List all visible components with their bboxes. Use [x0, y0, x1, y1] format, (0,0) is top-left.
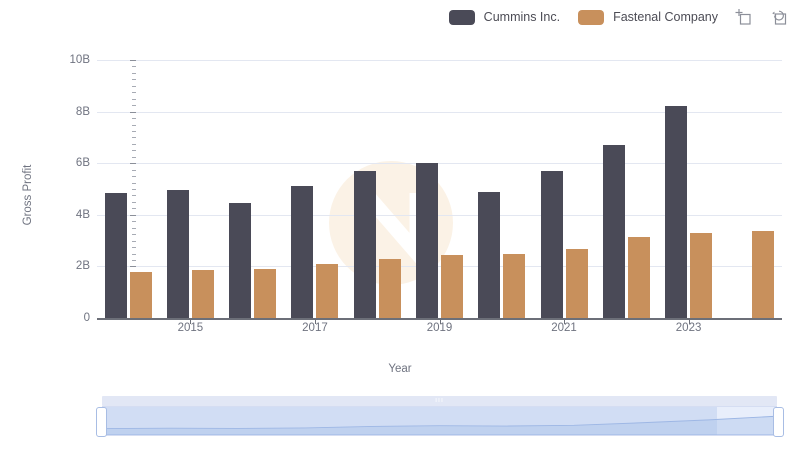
reset-zoom-icon[interactable]: [768, 6, 790, 28]
bar[interactable]: [752, 231, 775, 318]
x-tick-mark: [439, 319, 441, 324]
y-tick-minor: [132, 66, 136, 68]
x-tick-label: 2019: [426, 322, 453, 334]
y-tick-minor: [132, 195, 136, 197]
legend-item-cummins[interactable]: Cummins Inc.: [448, 9, 561, 25]
bar[interactable]: [441, 255, 463, 318]
y-tick-mark: [130, 214, 136, 216]
x-tick-mark: [314, 319, 316, 324]
x-tick-label: 2015: [177, 322, 204, 334]
x-axis-line: [97, 318, 782, 320]
y-tick-minor: [132, 79, 136, 81]
slider-handle-right[interactable]: [773, 407, 784, 437]
y-tick-minor: [132, 85, 136, 87]
legend-item-fastenal[interactable]: Fastenal Company: [578, 9, 718, 25]
y-tick-minor: [132, 169, 136, 171]
x-tick-label: 2023: [675, 322, 702, 334]
bar[interactable]: [129, 271, 152, 318]
bar[interactable]: [602, 145, 625, 318]
y-tick-minor: [132, 156, 136, 158]
bar[interactable]: [316, 263, 339, 318]
slider-grip-dots: ııı: [435, 397, 444, 404]
y-tick-minor: [132, 143, 136, 145]
y-tick-minor: [132, 92, 136, 94]
y-tick-minor: [132, 247, 136, 249]
slider-drag-bar[interactable]: ııı: [102, 396, 777, 406]
y-tick-minor: [132, 150, 136, 152]
legend-label-cummins: Cummins Inc.: [483, 10, 561, 24]
bar[interactable]: [690, 232, 713, 318]
bar[interactable]: [254, 269, 277, 318]
y-tick-label: 6B: [75, 157, 90, 170]
y-axis: 0 2B 4B 6B 8B 10B: [40, 0, 136, 390]
bar[interactable]: [478, 192, 501, 318]
bar[interactable]: [565, 248, 588, 318]
y-tick-label: 4B: [75, 208, 90, 221]
bar[interactable]: [166, 190, 189, 318]
y-tick-minor: [132, 137, 136, 139]
y-tick-minor: [132, 259, 136, 261]
bar[interactable]: [540, 170, 563, 318]
y-tick-label: 8B: [75, 105, 90, 118]
bar[interactable]: [291, 186, 314, 318]
y-tick-minor: [132, 227, 136, 229]
y-tick-minor: [132, 182, 136, 184]
y-axis-title: Gross Profit: [22, 164, 34, 226]
time-range-slider[interactable]: ııı: [96, 396, 784, 440]
bar[interactable]: [353, 170, 376, 318]
gridline: [97, 163, 782, 165]
y-tick-minor: [132, 221, 136, 223]
y-tick-label: 10B: [69, 54, 90, 66]
zoom-select-icon[interactable]: [732, 6, 754, 28]
legend-swatch-cummins: [448, 9, 475, 25]
bar[interactable]: [416, 163, 438, 318]
y-tick-minor: [132, 124, 136, 126]
bar[interactable]: [378, 258, 401, 318]
y-tick-minor: [132, 201, 136, 203]
legend-label-fastenal: Fastenal Company: [613, 10, 718, 24]
y-tick-label: 0: [83, 312, 90, 324]
y-tick-minor: [132, 253, 136, 255]
y-tick-minor: [132, 208, 136, 210]
y-tick-label: 2B: [75, 260, 90, 273]
slider-track[interactable]: [102, 406, 777, 436]
y-tick-minor: [132, 105, 136, 107]
x-tick-label: 2017: [302, 322, 328, 334]
y-tick-minor: [132, 72, 136, 74]
bar[interactable]: [229, 203, 252, 318]
chart-legend: Cummins Inc. Fastenal Company: [0, 0, 800, 34]
slider-sparkline: [103, 415, 776, 435]
y-tick-minor: [132, 234, 136, 236]
y-tick-mark: [130, 60, 136, 61]
gridline: [97, 60, 782, 61]
bar[interactable]: [104, 192, 127, 318]
y-tick-mark: [130, 163, 136, 165]
x-tick-mark: [688, 319, 690, 324]
y-tick-minor: [132, 176, 136, 178]
x-tick-mark: [564, 319, 566, 324]
y-tick-minor: [132, 240, 136, 242]
bar[interactable]: [627, 236, 650, 318]
y-tick-minor: [132, 118, 136, 120]
gridline: [97, 214, 782, 216]
slider-handle-left[interactable]: [96, 407, 107, 437]
y-tick-mark: [130, 111, 136, 113]
x-tick-label: 2021: [551, 322, 577, 334]
bar[interactable]: [191, 270, 214, 318]
bar[interactable]: [503, 253, 526, 318]
bar-chart: 0 2B 4B 6B 8B 10B Gross Profit Year 2015 2017 2…: [22, 0, 782, 390]
gridline: [97, 266, 782, 268]
x-axis-title: Year: [388, 363, 412, 375]
bar[interactable]: [665, 106, 688, 318]
legend-swatch-fastenal: [578, 9, 605, 25]
slider-selected-range[interactable]: [103, 407, 718, 435]
gridline: [97, 111, 782, 113]
y-tick-mark: [130, 266, 136, 268]
y-tick-minor: [132, 130, 136, 132]
plot-grid: [97, 60, 782, 318]
x-tick-mark: [190, 319, 192, 324]
y-tick-minor: [132, 189, 136, 190]
y-tick-minor: [132, 98, 136, 100]
